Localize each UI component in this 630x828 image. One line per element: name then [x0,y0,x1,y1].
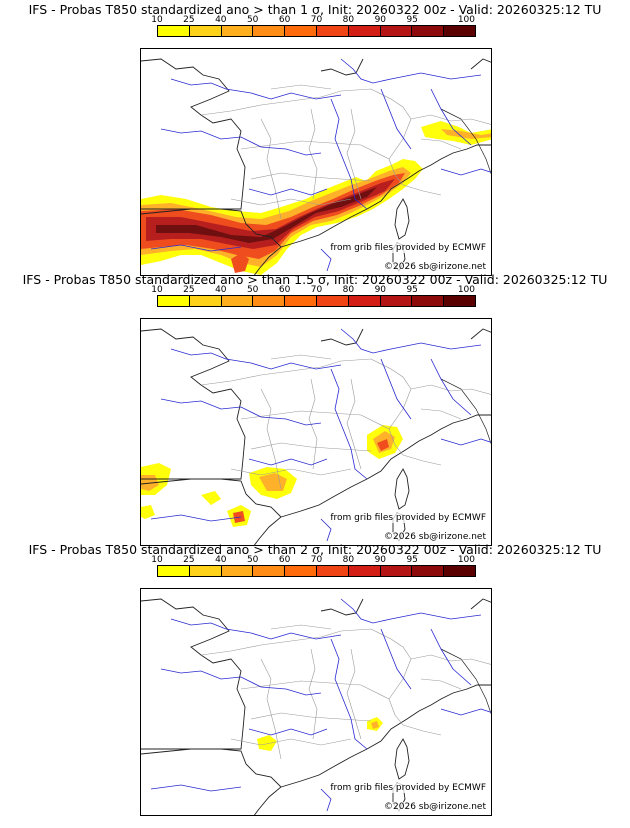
map-panel-2: IFS - Probas T850 standardized ano > tha… [0,270,630,546]
colorbar-bin-3 [221,26,254,36]
colorbar-bin-9 [412,26,445,36]
tick-label: 100 [457,285,476,295]
colorbar-bin-8 [380,296,413,306]
colorbar-bin-4 [253,296,286,306]
tick-label: 10 [151,285,163,295]
tick-label: 25 [183,285,195,295]
probability-map: from grib files provided by ECMWF ©2026 … [140,48,492,276]
map-panel-3: IFS - Probas T850 standardized ano > tha… [0,540,630,816]
colorbar-bin-2 [189,296,222,306]
colorbar-bin-5 [285,566,317,576]
tick-label: 40 [215,285,227,295]
colorbar-bin-10 [444,26,475,36]
colorbar-bin-9 [412,296,445,306]
colorbar-bin-10 [444,566,475,576]
credit-source: from grib files provided by ECMWF [329,513,487,523]
panel-title: IFS - Probas T850 standardized ano > tha… [22,272,608,287]
colorbar-bin-4 [253,566,286,576]
colorbar-bin-1 [158,296,190,306]
tick-label: 50 [246,555,259,565]
tick-label: 50 [246,285,259,295]
colorbar-bin-4 [253,26,286,36]
tick-label: 60 [278,15,291,25]
tick-label: 80 [342,285,355,295]
colorbar-bin-6 [316,296,349,306]
colorbar-tick-labels: 10 25 40 50 60 70 80 90 95 100 [151,15,476,26]
tick-label: 70 [310,285,323,295]
tick-label: 50 [246,15,259,25]
credit-source: from grib files provided by ECMWF [329,243,487,253]
colorbar-bin-1 [158,26,190,36]
tick-label: 100 [457,15,476,25]
tick-label: 80 [342,555,355,565]
colorbar [157,295,476,307]
tick-label: 90 [374,15,387,25]
colorbar-bin-5 [285,296,317,306]
colorbar-bin-3 [221,296,254,306]
tick-label: 10 [151,15,163,25]
colorbar-tick-labels: 10 25 40 50 60 70 80 90 95 100 [151,555,476,566]
colorbar-bin-8 [380,26,413,36]
tick-label: 80 [342,15,355,25]
colorbar-bin-6 [316,26,349,36]
tick-label: 10 [151,555,163,565]
tick-label: 60 [278,285,291,295]
colorbar-bin-3 [221,566,254,576]
colorbar-bin-1 [158,566,190,576]
colorbar [157,25,476,37]
tick-label: 40 [215,555,227,565]
panel-title: IFS - Probas T850 standardized ano > tha… [28,2,602,17]
probability-map: from grib files provided by ECMWF ©2026 … [140,318,492,546]
tick-label: 90 [374,555,387,565]
map-panel-1: IFS - Probas T850 standardized ano > tha… [0,0,630,276]
colorbar-bin-2 [189,566,222,576]
credit-copyright: ©2026 sb@irizone.net [383,262,487,272]
tick-label: 95 [406,285,418,295]
credit-copyright: ©2026 sb@irizone.net [383,802,487,812]
colorbar-bin-5 [285,26,317,36]
probability-field [257,717,383,751]
tick-label: 70 [310,15,323,25]
tick-label: 100 [457,555,476,565]
tick-label: 40 [215,15,227,25]
colorbar-tick-labels: 10 25 40 50 60 70 80 90 95 100 [151,285,476,296]
colorbar-bin-7 [348,296,381,306]
colorbar [157,565,476,577]
tick-label: 70 [310,555,323,565]
colorbar-bin-7 [348,26,381,36]
probability-map: from grib files provided by ECMWF ©2026 … [140,588,492,816]
tick-label: 90 [374,285,387,295]
tick-label: 95 [406,15,418,25]
tick-label: 95 [406,555,418,565]
colorbar-bin-9 [412,566,445,576]
colorbar-bin-6 [316,566,349,576]
tick-label: 25 [183,15,195,25]
colorbar-bin-8 [380,566,413,576]
credit-source: from grib files provided by ECMWF [329,783,487,793]
panel-title: IFS - Probas T850 standardized ano > tha… [28,542,602,557]
credit-copyright: ©2026 sb@irizone.net [383,532,487,542]
colorbar-bin-7 [348,566,381,576]
colorbar-bin-10 [444,296,475,306]
tick-label: 60 [278,555,291,565]
tick-label: 25 [183,555,195,565]
colorbar-bin-2 [189,26,222,36]
